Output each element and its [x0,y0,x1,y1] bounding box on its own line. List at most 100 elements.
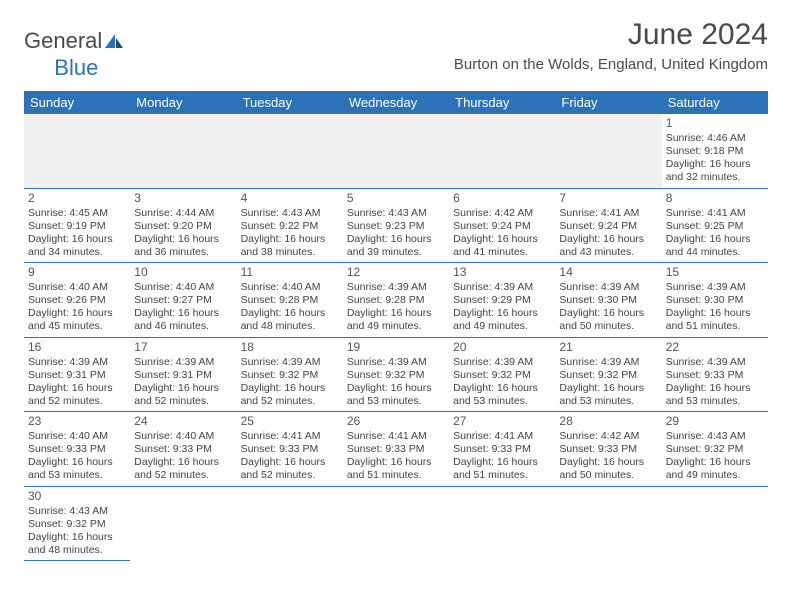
day-detail: Daylight: 16 hours [666,307,764,320]
day-number: 18 [241,340,339,355]
day-detail: Sunrise: 4:39 AM [559,281,657,294]
day-detail: and 50 minutes. [559,469,657,482]
day-detail: Sunset: 9:33 PM [28,443,126,456]
day-detail: and 53 minutes. [666,395,764,408]
day-cell: 18Sunrise: 4:39 AMSunset: 9:32 PMDayligh… [237,337,343,412]
day-detail: Sunset: 9:19 PM [28,220,126,233]
dayname-header: Saturday [662,91,768,114]
day-cell: 27Sunrise: 4:41 AMSunset: 9:33 PMDayligh… [449,412,555,487]
day-detail: Sunrise: 4:41 AM [666,207,764,220]
day-number: 2 [28,191,126,206]
day-detail: Sunset: 9:29 PM [453,294,551,307]
day-detail: and 52 minutes. [241,395,339,408]
day-number: 1 [666,116,764,131]
empty-cell [662,486,768,561]
day-detail: Daylight: 16 hours [559,233,657,246]
day-detail: Sunset: 9:20 PM [134,220,232,233]
day-number: 27 [453,414,551,429]
day-cell: 19Sunrise: 4:39 AMSunset: 9:32 PMDayligh… [343,337,449,412]
day-detail: Sunrise: 4:40 AM [241,281,339,294]
day-detail: Daylight: 16 hours [134,233,232,246]
dayname-header: Sunday [24,91,130,114]
day-detail: Daylight: 16 hours [28,382,126,395]
day-cell: 9Sunrise: 4:40 AMSunset: 9:26 PMDaylight… [24,263,130,338]
day-cell: 26Sunrise: 4:41 AMSunset: 9:33 PMDayligh… [343,412,449,487]
day-cell: 6Sunrise: 4:42 AMSunset: 9:24 PMDaylight… [449,188,555,263]
day-detail: Daylight: 16 hours [666,233,764,246]
day-cell: 4Sunrise: 4:43 AMSunset: 9:22 PMDaylight… [237,188,343,263]
day-cell: 20Sunrise: 4:39 AMSunset: 9:32 PMDayligh… [449,337,555,412]
day-detail: and 49 minutes. [347,320,445,333]
day-detail: and 49 minutes. [453,320,551,333]
day-detail: Sunset: 9:22 PM [241,220,339,233]
day-cell: 25Sunrise: 4:41 AMSunset: 9:33 PMDayligh… [237,412,343,487]
day-detail: Sunrise: 4:41 AM [347,430,445,443]
day-detail: Sunset: 9:33 PM [666,369,764,382]
day-cell: 10Sunrise: 4:40 AMSunset: 9:27 PMDayligh… [130,263,236,338]
dayname-header: Thursday [449,91,555,114]
day-cell: 17Sunrise: 4:39 AMSunset: 9:31 PMDayligh… [130,337,236,412]
dayname-header: Friday [555,91,661,114]
day-cell: 14Sunrise: 4:39 AMSunset: 9:30 PMDayligh… [555,263,661,338]
day-detail: and 48 minutes. [28,544,126,557]
day-detail: Sunrise: 4:41 AM [453,430,551,443]
day-number: 16 [28,340,126,355]
day-detail: Sunset: 9:32 PM [559,369,657,382]
day-cell: 28Sunrise: 4:42 AMSunset: 9:33 PMDayligh… [555,412,661,487]
day-cell: 2Sunrise: 4:45 AMSunset: 9:19 PMDaylight… [24,188,130,263]
day-detail: Sunset: 9:26 PM [28,294,126,307]
day-detail: Sunset: 9:32 PM [453,369,551,382]
day-detail: and 44 minutes. [666,246,764,259]
day-cell: 22Sunrise: 4:39 AMSunset: 9:33 PMDayligh… [662,337,768,412]
empty-cell [555,486,661,561]
blank-cell [555,114,661,188]
day-detail: Daylight: 16 hours [559,456,657,469]
calendar-week: 16Sunrise: 4:39 AMSunset: 9:31 PMDayligh… [24,337,768,412]
calendar-table: SundayMondayTuesdayWednesdayThursdayFrid… [24,91,768,561]
day-detail: and 43 minutes. [559,246,657,259]
day-detail: Sunrise: 4:42 AM [453,207,551,220]
day-detail: and 39 minutes. [347,246,445,259]
day-detail: Sunset: 9:32 PM [347,369,445,382]
day-number: 11 [241,265,339,280]
dayname-header: Monday [130,91,236,114]
day-cell: 3Sunrise: 4:44 AMSunset: 9:20 PMDaylight… [130,188,236,263]
day-detail: Daylight: 16 hours [241,456,339,469]
day-cell: 15Sunrise: 4:39 AMSunset: 9:30 PMDayligh… [662,263,768,338]
day-cell: 5Sunrise: 4:43 AMSunset: 9:23 PMDaylight… [343,188,449,263]
day-detail: Daylight: 16 hours [666,158,764,171]
day-number: 30 [28,489,126,504]
day-detail: Daylight: 16 hours [453,456,551,469]
day-number: 19 [347,340,445,355]
day-detail: Sunrise: 4:43 AM [241,207,339,220]
day-detail: and 52 minutes. [134,395,232,408]
day-detail: Sunrise: 4:44 AM [134,207,232,220]
day-detail: Sunset: 9:32 PM [28,518,126,531]
day-detail: and 32 minutes. [666,171,764,184]
day-detail: Daylight: 16 hours [347,307,445,320]
day-cell: 11Sunrise: 4:40 AMSunset: 9:28 PMDayligh… [237,263,343,338]
dayname-header: Tuesday [237,91,343,114]
title-block: June 2024 Burton on the Wolds, England, … [454,18,768,73]
day-detail: and 53 minutes. [559,395,657,408]
day-detail: and 53 minutes. [347,395,445,408]
day-detail: and 46 minutes. [134,320,232,333]
day-detail: Sunset: 9:18 PM [666,145,764,158]
day-detail: Daylight: 16 hours [28,531,126,544]
calendar-week: 30Sunrise: 4:43 AMSunset: 9:32 PMDayligh… [24,486,768,561]
day-detail: and 34 minutes. [28,246,126,259]
day-detail: Sunrise: 4:40 AM [28,430,126,443]
day-detail: and 49 minutes. [666,469,764,482]
day-detail: and 38 minutes. [241,246,339,259]
day-cell: 23Sunrise: 4:40 AMSunset: 9:33 PMDayligh… [24,412,130,487]
day-detail: Daylight: 16 hours [134,382,232,395]
day-cell: 16Sunrise: 4:39 AMSunset: 9:31 PMDayligh… [24,337,130,412]
day-number: 12 [347,265,445,280]
day-detail: Sunset: 9:24 PM [559,220,657,233]
day-cell: 29Sunrise: 4:43 AMSunset: 9:32 PMDayligh… [662,412,768,487]
day-number: 6 [453,191,551,206]
day-detail: Sunset: 9:30 PM [666,294,764,307]
logo-text-2: Blue [54,55,98,81]
day-cell: 12Sunrise: 4:39 AMSunset: 9:28 PMDayligh… [343,263,449,338]
day-detail: Sunrise: 4:39 AM [134,356,232,369]
